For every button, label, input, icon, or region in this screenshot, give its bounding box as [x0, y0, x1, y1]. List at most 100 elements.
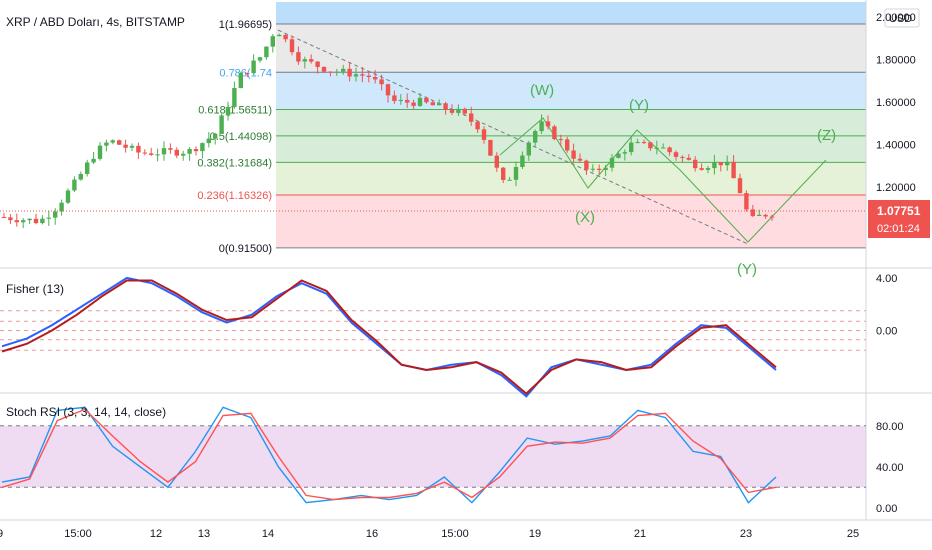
- wave-label-y: (Y): [629, 97, 649, 114]
- candle-body: [430, 102, 435, 106]
- candle-body: [328, 71, 333, 73]
- candle-body: [373, 77, 378, 80]
- candle-body: [577, 158, 583, 161]
- candle-body: [417, 97, 423, 106]
- candle-body: [385, 84, 391, 96]
- candle-body: [174, 149, 179, 156]
- candle-body: [667, 147, 672, 153]
- candle-body: [33, 218, 39, 224]
- fib-band-0: [276, 23, 866, 73]
- candle-body: [129, 145, 135, 148]
- candle-body: [321, 66, 327, 72]
- time-tick-label: 21: [634, 528, 646, 540]
- stoch-rsi-d-line: [1, 408, 777, 501]
- candle-body: [405, 99, 410, 103]
- candle-body: [616, 153, 621, 158]
- candle-body: [507, 179, 512, 181]
- candle-body: [78, 173, 83, 180]
- candle-body: [686, 157, 691, 160]
- time-axis-ticks: 9 15:00 12 13 14 16 15:00 19 21 23 25: [0, 528, 859, 540]
- candle-body: [245, 72, 250, 74]
- time-tick-label: 16: [366, 528, 378, 540]
- stoch-rsi-k-line: [1, 406, 777, 504]
- fib-level-label-0: 1(1.96695): [219, 19, 272, 31]
- time-tick-label: 12: [150, 528, 162, 540]
- stoch-tick-label: 80.00: [876, 421, 904, 433]
- fib-band-top: [276, 2, 866, 24]
- candle-body: [379, 79, 384, 85]
- candle-body: [117, 140, 122, 145]
- candle-body: [635, 142, 640, 144]
- candle-body: [629, 142, 634, 153]
- last-price-badge: [868, 200, 930, 238]
- candle-body: [309, 59, 314, 62]
- fisher-tick-label: 4.00: [876, 273, 897, 285]
- fisher-guide-lines: [0, 310, 866, 351]
- fib-level-label-3: 0.5(1.44098): [210, 131, 272, 143]
- candle-body: [545, 121, 551, 127]
- candle-body: [366, 75, 371, 78]
- candle-body: [622, 152, 627, 154]
- candle-body: [718, 162, 723, 166]
- candle-body: [21, 220, 26, 223]
- candle-body: [296, 52, 301, 62]
- elliott-wave-path: [499, 117, 827, 243]
- chart-title: XRP / ABD Doları, 4s, BITSTAMP: [6, 15, 185, 29]
- candle-body: [731, 161, 736, 179]
- candle-body: [641, 142, 647, 144]
- candle-body: [251, 60, 256, 74]
- candle-body: [315, 61, 320, 67]
- time-tick-label: 14: [262, 528, 274, 540]
- fisher-tick-label: 0.00: [876, 326, 897, 338]
- candle-body: [270, 36, 275, 47]
- candle-body: [392, 95, 397, 101]
- candle-body: [501, 167, 506, 180]
- candle-body: [571, 150, 576, 159]
- candle-body: [334, 71, 339, 73]
- candle-body: [469, 113, 474, 122]
- candle-body: [347, 68, 352, 77]
- fib-band-4: [276, 162, 866, 196]
- wave-label-x: (X): [575, 209, 595, 226]
- candle-body: [661, 147, 666, 149]
- fib-level-label-4: 0.382(1.31684): [197, 157, 272, 169]
- price-tick-label: 1.20000: [876, 182, 916, 194]
- currency-label: USD: [889, 13, 912, 25]
- candle-body: [603, 167, 608, 170]
- candle-body: [533, 131, 538, 143]
- time-tick-label: 25: [847, 528, 859, 540]
- candle-body: [456, 108, 461, 113]
- candle-body: [744, 193, 749, 210]
- wave-label-z: (Z): [817, 127, 836, 144]
- candle-body: [193, 149, 199, 152]
- candle-body: [481, 129, 487, 140]
- candle-body: [219, 115, 224, 134]
- candle-body: [737, 178, 743, 194]
- candle-body: [750, 209, 755, 216]
- candle-body: [187, 149, 192, 154]
- candle-body: [341, 68, 346, 72]
- candle-body: [558, 139, 563, 141]
- candle-body: [277, 34, 282, 37]
- stoch-rsi-title: Stoch RSI (3, 3, 14, 14, close): [6, 405, 166, 419]
- candle-body: [673, 152, 679, 157]
- fisher-title: Fisher (13): [6, 282, 64, 296]
- candle-body: [142, 152, 147, 154]
- candle-body: [40, 218, 45, 224]
- fib-band-3: [276, 135, 866, 163]
- candle-body: [565, 139, 570, 151]
- last-price-countdown: 02:01:24: [877, 223, 920, 235]
- candle-body: [289, 39, 295, 53]
- last-price-value: 1.07751: [877, 204, 921, 218]
- candle-body: [705, 168, 711, 170]
- currency-badge[interactable]: [884, 8, 920, 28]
- fib-band-2: [276, 109, 866, 136]
- candle-body: [53, 211, 58, 218]
- candle-body: [693, 159, 698, 169]
- candle-body: [360, 74, 365, 76]
- time-tick-label: 15:00: [441, 528, 469, 540]
- candle-body: [302, 59, 307, 62]
- candle-body: [398, 99, 403, 101]
- fisher-main-line: [1, 276, 777, 398]
